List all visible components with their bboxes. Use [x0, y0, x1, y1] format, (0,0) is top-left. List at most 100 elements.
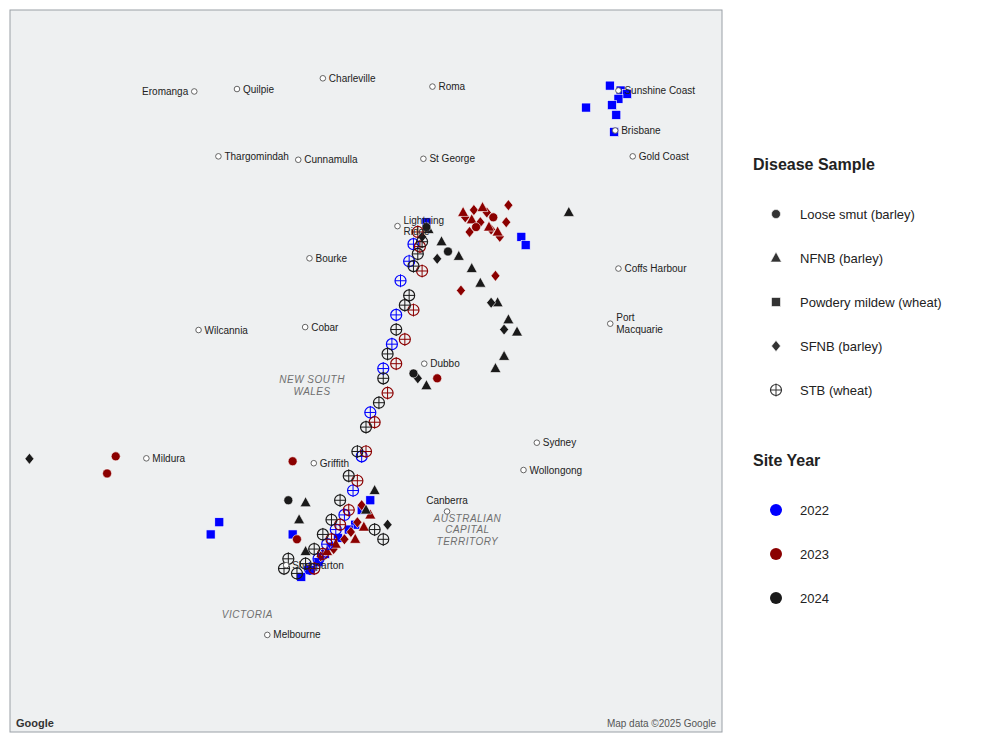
sample-point	[487, 297, 496, 308]
legend-marker	[770, 504, 782, 516]
sample-point	[466, 214, 477, 224]
sample-point	[326, 513, 337, 526]
marker-cross	[331, 513, 332, 526]
region-label: NEW SOUTHWALES	[279, 374, 345, 397]
sample-point	[512, 326, 523, 336]
marker-cross	[387, 386, 388, 399]
marker-cross	[396, 357, 397, 370]
city-label-line: Macquarie	[616, 324, 663, 335]
region-label-line: WALES	[293, 386, 330, 397]
sample-point	[443, 247, 452, 256]
sample-point	[391, 308, 402, 321]
sample-point	[409, 369, 418, 378]
sample-point	[504, 200, 513, 211]
city-label: Brisbane	[621, 125, 661, 136]
plot-frame	[10, 10, 722, 732]
sample-point	[491, 270, 500, 281]
marker-cross	[396, 323, 397, 336]
marker-cross	[314, 543, 315, 556]
city-dot	[421, 156, 427, 162]
sample-point	[412, 247, 423, 260]
sample-point	[408, 260, 419, 273]
city-dot	[295, 157, 301, 163]
marker-ring	[378, 534, 389, 545]
map-labels: GoogleMap data ©2025 GoogleNEW SOUTHWALE…	[16, 73, 716, 729]
legend-marker	[772, 210, 781, 219]
marker-cross	[322, 528, 323, 541]
sample-point	[490, 363, 501, 373]
sample-point	[453, 250, 464, 260]
city-label-line: Port	[616, 312, 635, 323]
marker-ring	[279, 563, 290, 574]
marker-ring	[382, 348, 393, 359]
sample-point	[395, 274, 406, 287]
sample-point	[458, 206, 469, 216]
sample-point	[489, 213, 498, 222]
sample-point	[456, 285, 465, 296]
note: Map data ©2025 Google	[607, 718, 717, 729]
city-dot	[283, 562, 289, 568]
marker-ring	[391, 309, 402, 320]
marker-cross	[357, 474, 358, 487]
city-label-line: Wollongong	[530, 465, 583, 476]
marker-ring	[399, 334, 410, 345]
marker-cross	[366, 421, 367, 434]
series	[25, 231, 509, 530]
series	[322, 202, 503, 556]
city-label: Melbourne	[273, 629, 321, 640]
city-dot	[265, 632, 271, 638]
city-label-line: Eromanga	[142, 86, 189, 97]
city-dot	[421, 361, 427, 367]
marker-ring	[412, 248, 423, 259]
city-label-line: Wilcannia	[205, 325, 249, 336]
sample-point	[421, 380, 432, 390]
sample-point	[472, 223, 481, 232]
chart: GoogleMap data ©2025 GoogleNEW SOUTHWALE…	[0, 0, 985, 742]
sample-point	[610, 127, 619, 136]
marker-ring	[391, 358, 402, 369]
legend-label: 2022	[800, 503, 829, 518]
sample-point	[335, 494, 346, 507]
legend-label: NFNB (barley)	[800, 251, 883, 266]
marker-ring	[317, 529, 328, 540]
sample-point	[499, 350, 510, 360]
region-label: VICTORIA	[222, 609, 273, 620]
legend-label: Powdery mildew (wheat)	[800, 295, 942, 310]
marker-ring	[326, 514, 337, 525]
city-label-line: Cobar	[311, 322, 339, 333]
city-label: Thargomindah	[224, 151, 288, 162]
series	[304, 238, 419, 575]
city-label-line: Brisbane	[621, 125, 661, 136]
sample-point	[399, 333, 410, 346]
city-label-line: Thargomindah	[224, 151, 288, 162]
note-line: Map data ©2025 Google	[607, 718, 717, 729]
series	[206, 81, 631, 581]
sample-point	[466, 263, 477, 273]
city-dot	[444, 509, 450, 515]
sample-point	[292, 535, 301, 544]
series	[309, 225, 428, 575]
marker-cross	[413, 304, 414, 317]
city-label-line: Shepparton	[292, 560, 344, 571]
city-label-line: Mildura	[152, 453, 185, 464]
marker-cross	[404, 299, 405, 312]
city-label: Canberra	[426, 495, 468, 506]
sample-point	[605, 81, 614, 90]
sample-point	[103, 469, 112, 478]
sample-point	[206, 530, 215, 539]
marker-cross	[391, 338, 392, 351]
sample-point	[279, 562, 290, 575]
marker-cross	[366, 445, 367, 458]
marker-ring	[369, 417, 380, 428]
sample-point	[517, 232, 526, 241]
marker-cross	[370, 406, 371, 419]
sample-point	[361, 504, 372, 514]
marker-cross	[374, 523, 375, 536]
city-dot	[307, 256, 313, 262]
sample-point	[288, 457, 297, 466]
sample-point	[521, 241, 530, 250]
marker-cross	[396, 308, 397, 321]
legend-label: 2024	[800, 591, 829, 606]
sample-point	[352, 445, 363, 458]
city-label: Dubbo	[430, 358, 460, 369]
